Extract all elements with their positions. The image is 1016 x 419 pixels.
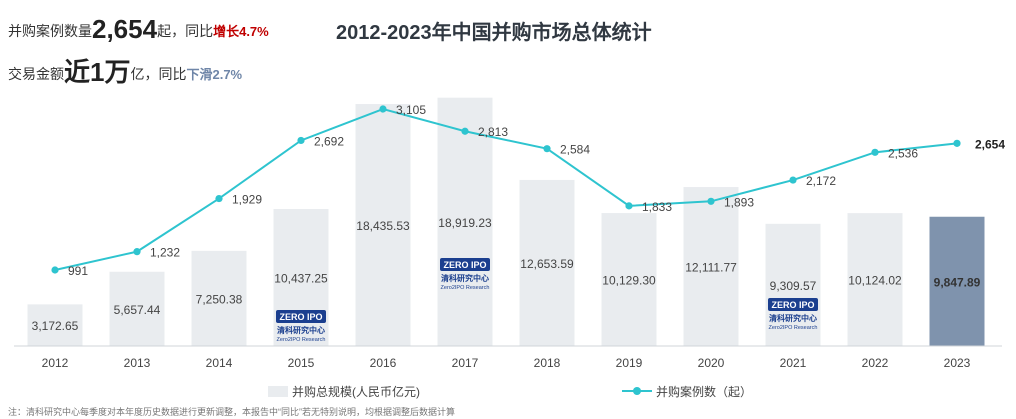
amount-kpi-change: 2.7% xyxy=(212,67,243,82)
deals-line xyxy=(54,107,958,271)
watermark-sub: Zero2IPO Research xyxy=(441,285,490,291)
bar-label-2020: 12,111.77 xyxy=(685,261,737,275)
deals-kpi-label: 并购案例数量 xyxy=(8,23,92,39)
legend-bar-label: 并购总规模(人民币亿元) xyxy=(292,385,420,399)
x-tick-2012: 2012 xyxy=(42,356,69,370)
deals-point-2019 xyxy=(625,202,633,210)
deals-point-2020 xyxy=(707,197,715,205)
amount-kpi: 交易金额近1万亿，同比下滑2.7% xyxy=(8,52,242,89)
chart-title: 2012-2023年中国并购市场总体统计 xyxy=(336,22,652,44)
deals-label-2012: 991 xyxy=(68,264,88,278)
bar-label-2022: 10,124.02 xyxy=(848,274,902,288)
deals-label-2014: 1,929 xyxy=(232,193,262,207)
bar-label-2015: 10,437.25 xyxy=(274,272,328,286)
deals-kpi-value: 2,654 xyxy=(92,14,158,44)
deals-label-2018: 2,584 xyxy=(560,143,590,157)
deals-label-2015: 2,692 xyxy=(314,134,344,148)
amount-kpi-value: 近1万 xyxy=(64,57,131,87)
deals-point-2021 xyxy=(789,176,797,184)
watermark-logo-box xyxy=(440,258,490,271)
watermark-logo-text: ZERO IPO xyxy=(771,300,814,310)
deals-kpi-change-word: 增长 xyxy=(213,24,240,39)
x-tick-2020: 2020 xyxy=(698,356,725,370)
deals-label-2022: 2,536 xyxy=(888,146,918,160)
deals-point-2016 xyxy=(379,105,387,113)
deals-label-2023: 2,654 xyxy=(975,137,1005,151)
watermark-logo-box xyxy=(276,310,326,323)
deals-label-2020: 1,893 xyxy=(724,195,754,209)
bar-2019 xyxy=(601,213,657,346)
bar-2016 xyxy=(355,104,411,347)
watermark-name: 清科研究中心 xyxy=(769,313,817,323)
bar-2015 xyxy=(273,209,329,346)
deals-point-2015 xyxy=(297,136,305,145)
deals-label-2017: 2,813 xyxy=(478,125,508,139)
watermark-logo-text: ZERO IPO xyxy=(279,312,322,322)
bar-label-2019: 10,129.30 xyxy=(602,274,656,288)
bar-label-2012: 3,172.65 xyxy=(32,319,79,333)
bar-label-2021: 9,309.57 xyxy=(770,279,817,293)
deals-kpi-change: 4.7% xyxy=(239,24,269,39)
deals-point-2017 xyxy=(461,127,469,135)
bar-2012 xyxy=(27,304,83,346)
deals-label-2019: 1,833 xyxy=(642,200,672,214)
bar-2023 xyxy=(929,216,985,346)
x-tick-2018: 2018 xyxy=(534,356,561,370)
x-tick-2023: 2023 xyxy=(944,356,971,370)
deals-label-2016: 3,105 xyxy=(396,103,426,117)
x-tick-2016: 2016 xyxy=(370,356,397,370)
bar-2017 xyxy=(437,97,493,346)
bar-2014 xyxy=(191,250,247,346)
bar-2021 xyxy=(765,223,821,346)
deals-kpi-unit: 起，同比 xyxy=(157,23,214,39)
legend-bar: 并购总规模(人民币亿元) xyxy=(268,383,420,400)
watermark-name: 清科研究中心 xyxy=(277,325,325,335)
watermark-logo-text: ZERO IPO xyxy=(443,260,486,270)
deals-point-2022 xyxy=(871,148,879,156)
deals-kpi: 并购案例数量2,654起，同比增长4.7% xyxy=(8,14,269,45)
bar-2013 xyxy=(109,271,165,346)
amount-kpi-change-word: 下滑 xyxy=(186,67,213,82)
bar-2020 xyxy=(683,187,739,346)
deals-point-2013 xyxy=(133,248,141,256)
x-tick-2017: 2017 xyxy=(452,356,479,370)
x-tick-2022: 2022 xyxy=(862,356,889,370)
deals-point-2012 xyxy=(51,266,59,274)
watermark-sub: Zero2IPO Research xyxy=(769,325,818,331)
legend-line-label: 并购案例数（起） xyxy=(656,385,753,399)
amount-kpi-unit: 亿，同比 xyxy=(130,66,187,82)
bar-label-2014: 7,250.38 xyxy=(196,292,243,306)
bar-label-2017: 18,919.23 xyxy=(438,216,492,230)
amount-kpi-label: 交易金额 xyxy=(8,66,64,82)
bar-label-2018: 12,653.59 xyxy=(520,257,574,271)
bar-2022 xyxy=(847,213,903,346)
deals-label-2021: 2,172 xyxy=(806,174,836,188)
deals-point-2023 xyxy=(953,139,961,147)
deals-point-2018 xyxy=(543,145,551,153)
legend-bar-swatch xyxy=(268,386,288,397)
deals-label-2013: 1,232 xyxy=(150,246,180,260)
footnote: 注：清科研究中心每季度对本年度历史数据进行更新调整，本报告中“同比”若无特别说明… xyxy=(8,407,455,417)
watermark-name: 清科研究中心 xyxy=(441,273,489,283)
legend-line: 并购案例数（起） xyxy=(622,383,752,400)
x-tick-2021: 2021 xyxy=(780,356,807,370)
x-tick-2014: 2014 xyxy=(206,356,233,370)
bar-label-2013: 5,657.44 xyxy=(114,303,161,317)
bar-label-2016: 18,435.53 xyxy=(356,219,410,233)
x-tick-2015: 2015 xyxy=(288,356,315,370)
x-tick-2019: 2019 xyxy=(616,356,643,370)
deals-point-2014 xyxy=(215,194,223,203)
bar-2018 xyxy=(519,179,575,346)
watermark-sub: Zero2IPO Research xyxy=(277,337,326,343)
watermark-logo-box xyxy=(768,298,818,311)
legend-line-swatch xyxy=(622,385,652,397)
bar-label-2023: 9,847.89 xyxy=(934,275,981,289)
x-tick-2013: 2013 xyxy=(124,356,151,370)
